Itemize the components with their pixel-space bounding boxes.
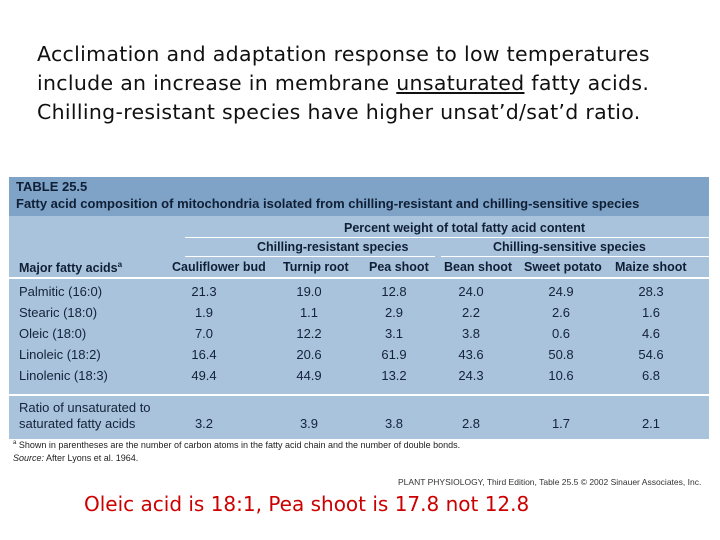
- subgroup-sensitive: Chilling-sensitive species: [493, 240, 646, 254]
- table-cell: 28.3: [638, 284, 664, 299]
- ratio-row: Ratio of unsaturated to saturated fatty …: [9, 394, 709, 439]
- ratio-cell: 3.8: [384, 416, 404, 431]
- row-label: Stearic (18:0): [19, 305, 98, 320]
- table-cell: 61.9: [381, 347, 407, 362]
- table-caption: Fatty acid composition of mitochondria i…: [16, 196, 640, 211]
- table-cell: 4.6: [641, 326, 661, 341]
- table-cell: 7.0: [194, 326, 214, 341]
- source-label: Source:: [13, 453, 45, 463]
- sensitive-rule: [441, 256, 709, 257]
- table-cell: 43.6: [458, 347, 484, 362]
- table-cell: 2.6: [551, 305, 571, 320]
- row-label: Linoleic (18:2): [19, 347, 101, 362]
- ratio-label-line-2: saturated fatty acids: [19, 416, 136, 431]
- table-cell: 2.9: [384, 305, 404, 320]
- publisher-credit: PLANT PHYSIOLOGY, Third Edition, Table 2…: [398, 477, 702, 487]
- table-cell: 49.4: [191, 368, 217, 383]
- resistant-rule: [185, 256, 435, 257]
- ratio-cell: 1.7: [551, 416, 571, 431]
- ratio-label-line-1: Ratio of unsaturated to: [19, 400, 151, 415]
- source-text: After Lyons et al. 1964.: [44, 453, 139, 463]
- footnote-sup: a: [13, 440, 17, 446]
- row-label: Linolenic (18:3): [19, 368, 108, 383]
- table-cell: 20.6: [296, 347, 322, 362]
- col-header-pea: Pea shoot: [369, 260, 429, 274]
- ratio-cell: 3.2: [194, 416, 214, 431]
- table-cell: 44.9: [296, 368, 322, 383]
- table-cell: 54.6: [638, 347, 664, 362]
- header-rule: [9, 277, 709, 279]
- table-cell: 0.6: [551, 326, 571, 341]
- table-cell: 16.4: [191, 347, 217, 362]
- heading-line-1: Acclimation and adaptation response to l…: [37, 42, 650, 66]
- table-source: Source: After Lyons et al. 1964.: [13, 453, 138, 463]
- row-header-sup: a: [117, 260, 123, 269]
- subgroup-resistant: Chilling-resistant species: [257, 240, 409, 254]
- ratio-cell: 2.1: [641, 416, 661, 431]
- table-cell: 24.9: [548, 284, 574, 299]
- ratio-cell: 2.8: [461, 416, 481, 431]
- table-cell: 3.8: [461, 326, 481, 341]
- heading-underlined-word: unsaturated: [396, 71, 525, 95]
- slide-heading: Acclimation and adaptation response to l…: [37, 40, 707, 127]
- table-cell: 21.3: [191, 284, 217, 299]
- row-header: Major fatty acidsa: [19, 260, 122, 275]
- row-header-text: Major fatty acids: [19, 261, 118, 276]
- table-cell: 10.6: [548, 368, 574, 383]
- table-cell: 12.8: [381, 284, 407, 299]
- table-cell: 2.2: [461, 305, 481, 320]
- correction-note: Oleic acid is 18:1, Pea shoot is 17.8 no…: [84, 492, 530, 516]
- group-header: Percent weight of total fatty acid conte…: [344, 221, 585, 235]
- table-cell: 1.6: [641, 305, 661, 320]
- table-cell: 50.8: [548, 347, 574, 362]
- table-cell: 12.2: [296, 326, 322, 341]
- table-cell: 6.8: [641, 368, 661, 383]
- table-cell: 19.0: [296, 284, 322, 299]
- table-footnote: a Shown in parentheses are the number of…: [13, 440, 460, 450]
- heading-line-2: include an increase in membrane unsatura…: [37, 69, 707, 98]
- table-cell: 1.1: [299, 305, 319, 320]
- heading-line-3: Chilling-resistant species have higher u…: [37, 100, 641, 124]
- heading-line-2-end: fatty acids.: [524, 71, 650, 95]
- table-cell: 13.2: [381, 368, 407, 383]
- table-cell: 24.3: [458, 368, 484, 383]
- table-cell: 24.0: [458, 284, 484, 299]
- col-header-bean: Bean shoot: [444, 260, 513, 274]
- table-cell: 3.1: [384, 326, 404, 341]
- col-header-sweet-potato: Sweet potato: [524, 260, 602, 274]
- group-header-rule: [185, 237, 709, 238]
- heading-line-2-start: include an increase in membrane: [37, 71, 397, 95]
- row-label: Oleic (18:0): [19, 326, 87, 341]
- col-header-cauliflower: Cauliflower bud: [172, 260, 266, 274]
- col-header-turnip: Turnip root: [283, 260, 349, 274]
- footnote-text: Shown in parentheses are the number of c…: [16, 440, 461, 450]
- table-number: TABLE 25.5: [16, 179, 88, 194]
- row-label: Palmitic (16:0): [19, 284, 103, 299]
- col-header-maize: Maize shoot: [615, 260, 687, 274]
- table-cell: 1.9: [194, 305, 214, 320]
- table-title-band: TABLE 25.5 Fatty acid composition of mit…: [9, 177, 709, 216]
- fatty-acid-table: TABLE 25.5 Fatty acid composition of mit…: [9, 177, 709, 439]
- ratio-cell: 3.9: [299, 416, 319, 431]
